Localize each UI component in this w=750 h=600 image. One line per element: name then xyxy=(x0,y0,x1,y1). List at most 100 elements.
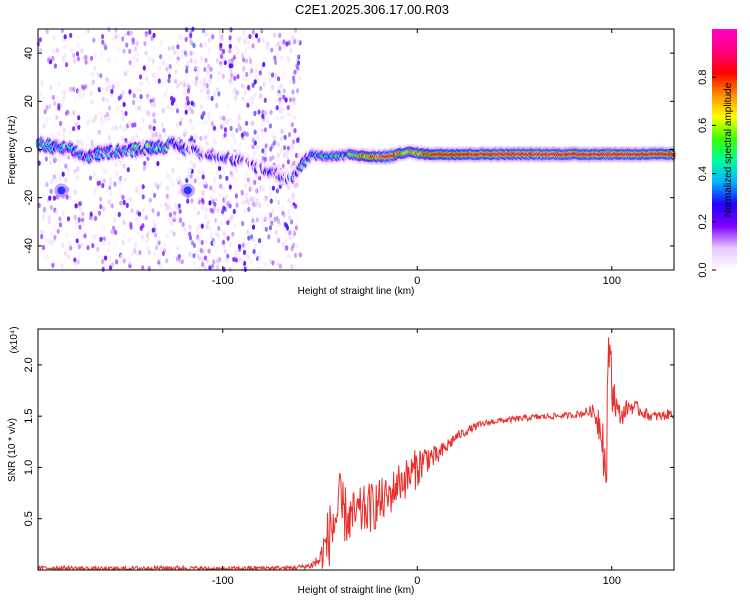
noise-speckle-1-454 xyxy=(219,51,223,58)
noise-speckle-0-619 xyxy=(168,64,172,70)
noise-speckle-1-363 xyxy=(279,83,283,90)
noise-speckle-1-723 xyxy=(186,100,190,106)
noise-speckle-1-500 xyxy=(186,95,190,102)
noise-speckle-1-470 xyxy=(189,118,193,124)
noise-speckle-1-92 xyxy=(242,29,246,35)
noise-speckle-1-550 xyxy=(184,36,188,43)
noise-speckle-1-773 xyxy=(228,63,232,69)
noise-speckle-0-622 xyxy=(159,40,163,46)
noise-speckle-1-127 xyxy=(250,234,254,240)
noise-speckle-1-440 xyxy=(186,169,190,175)
snr-x-tick-label-0: 0 xyxy=(414,575,420,587)
noise-speckle-1-432 xyxy=(293,69,297,75)
noise-speckle-1-362 xyxy=(185,68,189,74)
noise-speckle-1-575 xyxy=(222,122,226,129)
noise-speckle-0-353 xyxy=(144,32,148,38)
noise-speckle-1-24 xyxy=(232,256,236,262)
noise-speckle-1-614 xyxy=(268,186,272,192)
noise-speckle-1-66 xyxy=(277,237,281,244)
noise-speckle-1-266 xyxy=(200,247,204,253)
noise-speckle-1-49 xyxy=(275,215,279,221)
snr-x-axis-label: Height of straight line (km) xyxy=(298,585,415,596)
noise-speckle-1-329 xyxy=(288,230,292,236)
noise-speckle-0-492 xyxy=(166,185,170,191)
noise-speckle-1-435 xyxy=(212,240,216,246)
noise-speckle-1-605 xyxy=(287,197,291,203)
noise-speckle-0-325 xyxy=(172,231,176,237)
noise-speckle-0-438 xyxy=(107,199,111,205)
noise-speckle-1-385 xyxy=(268,156,272,162)
noise-speckle-1-292 xyxy=(276,157,280,163)
noise-speckle-0-293 xyxy=(115,170,119,177)
noise-speckle-1-782 xyxy=(290,264,294,270)
noise-speckle-0-388 xyxy=(82,85,86,91)
noise-speckle-1-491 xyxy=(290,148,294,154)
noise-speckle-0-204 xyxy=(57,131,61,137)
noise-speckle-1-157 xyxy=(190,109,194,115)
noise-speckle-1-449 xyxy=(268,191,273,197)
noise-speckle-1-768 xyxy=(278,99,282,106)
noise-speckle-0-515 xyxy=(129,196,133,202)
noise-speckle-1-42 xyxy=(247,180,251,186)
noise-speckle-1-202 xyxy=(234,51,238,58)
noise-speckle-1-175 xyxy=(223,231,227,237)
noise-speckle-0-207 xyxy=(66,168,70,174)
noise-speckle-0-367 xyxy=(140,108,144,114)
noise-speckle-1-596 xyxy=(258,93,262,99)
noise-speckle-0-513 xyxy=(147,229,152,235)
noise-speckle-0-604 xyxy=(74,224,78,230)
noise-speckle-1-763 xyxy=(182,132,187,138)
noise-speckle-0-456 xyxy=(110,203,114,209)
noise-speckle-1-403 xyxy=(258,202,262,208)
noise-speckle-1-355 xyxy=(200,223,204,229)
noise-speckle-0-63 xyxy=(83,233,87,239)
noise-speckle-0-300 xyxy=(125,42,129,48)
noise-speckle-0-583 xyxy=(176,59,180,65)
noise-speckle-0-430 xyxy=(53,100,57,106)
noise-speckle-0-241 xyxy=(96,246,100,252)
noise-speckle-1-99 xyxy=(282,215,286,221)
noise-speckle-1-200 xyxy=(219,42,223,48)
noise-speckle-0-336 xyxy=(53,227,58,233)
noise-speckle-0-218 xyxy=(39,54,43,60)
noise-speckle-0-461 xyxy=(102,167,106,173)
noise-speckle-1-528 xyxy=(195,134,199,140)
noise-speckle-1-695 xyxy=(223,206,227,212)
noise-speckle-1-255 xyxy=(197,235,201,241)
noise-speckle-1-676 xyxy=(263,127,267,133)
noise-speckle-1-236 xyxy=(276,199,281,206)
noise-speckle-1-474 xyxy=(198,180,202,186)
noise-speckle-0-194 xyxy=(114,55,118,61)
noise-speckle-1-296 xyxy=(210,231,214,237)
noise-speckle-1-431 xyxy=(197,245,201,251)
noise-speckle-1-705 xyxy=(182,82,186,88)
noise-speckle-1-453 xyxy=(287,253,291,259)
noise-speckle-1-668 xyxy=(242,135,246,142)
noise-speckle-1-613 xyxy=(283,145,287,151)
noise-speckle-1-342 xyxy=(212,91,217,97)
noise-speckle-1-418 xyxy=(244,171,249,177)
noise-speckle-0-281 xyxy=(170,95,174,101)
noise-speckle-1-740 xyxy=(222,115,226,121)
noise-speckle-0-308 xyxy=(149,71,154,77)
noise-speckle-0-253 xyxy=(74,95,78,102)
noise-speckle-1-641 xyxy=(204,180,208,186)
noise-speckle-0-201 xyxy=(79,242,83,248)
noise-speckle-0-406 xyxy=(61,171,65,177)
noise-speckle-0-537 xyxy=(162,127,166,133)
noise-speckle-1-783 xyxy=(191,49,196,55)
noise-speckle-1-67 xyxy=(256,265,261,271)
noise-speckle-0-28 xyxy=(96,130,100,136)
noise-speckle-1-4 xyxy=(289,48,293,54)
noise-speckle-1-777 xyxy=(286,104,290,111)
noise-speckle-1-189 xyxy=(230,72,234,79)
noise-speckle-0-249 xyxy=(66,254,71,260)
noise-speckle-0-518 xyxy=(91,208,95,215)
noise-speckle-1-662 xyxy=(285,225,290,231)
noise-speckle-0-405 xyxy=(173,214,177,220)
noise-speckle-1-146 xyxy=(244,200,248,206)
noise-speckle-1-71 xyxy=(203,266,208,272)
noise-speckle-1-594 xyxy=(292,79,296,85)
noise-speckle-1-85 xyxy=(246,254,250,260)
noise-speckle-1-733 xyxy=(203,214,207,220)
